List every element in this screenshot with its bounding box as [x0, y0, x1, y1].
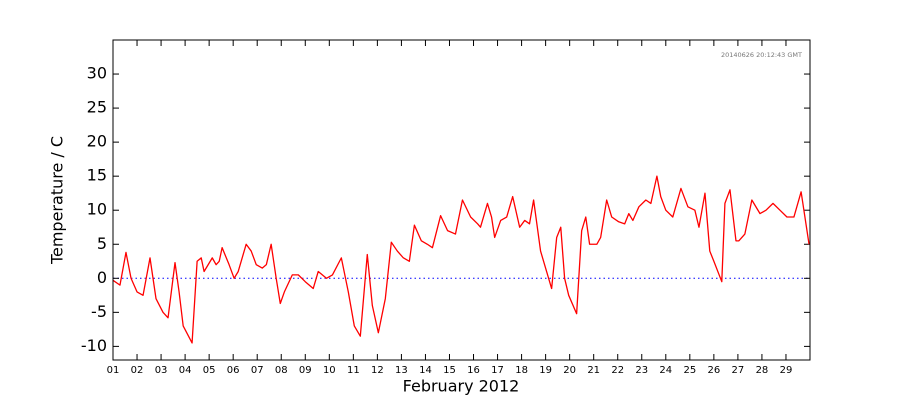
- x-tick-label: 04: [179, 365, 192, 376]
- y-tick-label: 0: [97, 268, 107, 287]
- y-tick-label: 30: [87, 64, 107, 83]
- x-tick-label: 05: [203, 365, 216, 376]
- x-tick-label: 16: [467, 365, 480, 376]
- x-tick-label: 06: [227, 365, 240, 376]
- x-tick-label: 09: [299, 365, 312, 376]
- x-tick-label: 10: [323, 365, 336, 376]
- x-tick-label: 14: [419, 365, 432, 376]
- x-tick-label: 26: [707, 365, 720, 376]
- x-tick-label: 01: [107, 365, 120, 376]
- x-tick-label: 08: [275, 365, 288, 376]
- x-tick-label: 03: [155, 365, 168, 376]
- timestamp: 20140626 20:12:43 GMT: [721, 51, 802, 59]
- y-tick-label: 5: [97, 234, 107, 253]
- x-tick-label: 23: [635, 365, 648, 376]
- x-tick-label: 02: [131, 365, 144, 376]
- y-tick-label: -5: [91, 302, 107, 321]
- x-tick-label: 18: [515, 365, 528, 376]
- x-tick-label: 19: [539, 365, 552, 376]
- y-tick-label: 10: [87, 200, 107, 219]
- y-tick-label: -10: [81, 336, 107, 355]
- x-tick-label: 15: [443, 365, 456, 376]
- temperature-line: [112, 175, 810, 344]
- x-tick-label: 24: [659, 365, 672, 376]
- x-tick-label: 17: [491, 365, 504, 376]
- plot-frame: [112, 39, 811, 361]
- x-tick-label: 21: [587, 365, 600, 376]
- x-tick-label: 27: [732, 365, 745, 376]
- x-tick-label: 20: [563, 365, 576, 376]
- x-tick-label: 11: [347, 365, 360, 376]
- x-tick-label: 28: [756, 365, 769, 376]
- y-tick-label: 20: [87, 132, 107, 151]
- y-axis-label: Temperature / C: [48, 136, 67, 265]
- x-tick-label: 07: [251, 365, 264, 376]
- x-tick-label: 13: [395, 365, 408, 376]
- x-tick-label: 29: [780, 365, 793, 376]
- x-axis-label: February 2012: [403, 377, 520, 396]
- y-tick-label: 15: [87, 166, 107, 185]
- x-tick-label: 25: [683, 365, 696, 376]
- x-tick-label: 22: [611, 365, 624, 376]
- y-tick-label: 25: [87, 98, 107, 117]
- x-tick-label: 12: [371, 365, 384, 376]
